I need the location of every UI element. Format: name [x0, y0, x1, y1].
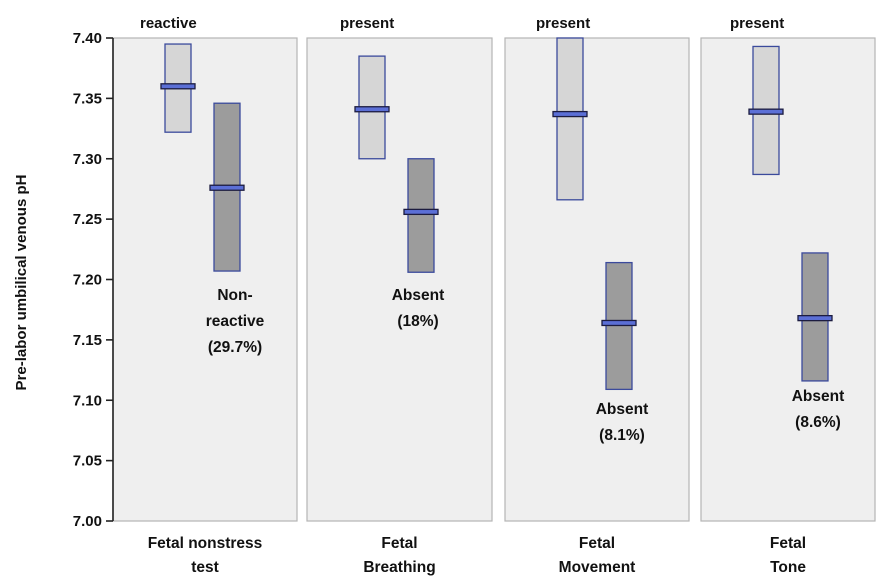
- median-line: [403, 208, 439, 216]
- median-line: [552, 110, 588, 118]
- panel-background: [112, 37, 298, 522]
- y-tick-label: 7.00: [73, 513, 102, 530]
- absent-group-label: Absent: [792, 388, 845, 405]
- absent-group-label: (18%): [397, 313, 438, 330]
- absent-group-label: (8.1%): [599, 427, 645, 444]
- interval-box: [407, 158, 435, 273]
- y-tick-label: 7.20: [73, 272, 102, 289]
- labels-layer: reactive Fetal nonstress test Non-reactive (…: [140, 15, 844, 576]
- absent-group-label: reactive: [206, 313, 265, 330]
- median-line: [601, 319, 637, 327]
- panel-name-label: Fetal nonstress: [148, 535, 263, 552]
- boxes-layer: [160, 37, 833, 391]
- panel-background: [504, 37, 690, 522]
- y-axis: 7.00 7.05 7.10 7.15 7.20 7.25 7.30 7.35 7.40 Pre-…: [13, 30, 114, 530]
- y-tick-label: 7.10: [73, 392, 102, 409]
- panel-name-label: Movement: [559, 559, 636, 576]
- y-tick-label: 7.40: [73, 30, 102, 47]
- absent-group-label: Absent: [596, 401, 649, 418]
- interval-box: [556, 37, 584, 201]
- y-tick-label: 7.35: [73, 90, 102, 107]
- panel-name-label: Fetal: [381, 535, 417, 552]
- absent-group-label: Absent: [392, 287, 445, 304]
- y-tick-label: 7.05: [73, 453, 102, 470]
- median-line: [209, 184, 245, 191]
- present-group-label: present: [730, 15, 784, 32]
- median-line: [160, 83, 196, 90]
- panel-background: [700, 37, 876, 522]
- present-group-label: present: [340, 15, 394, 32]
- y-tick-label: 7.15: [73, 332, 102, 349]
- absent-group-label: Non-: [217, 287, 252, 304]
- panel-name-label: test: [191, 559, 219, 576]
- y-tick-label: 7.25: [73, 211, 102, 228]
- panel-background: [306, 37, 493, 522]
- y-tick-label: 7.30: [73, 151, 102, 168]
- absent-group-label: (29.7%): [208, 339, 262, 356]
- present-group-label: reactive: [140, 15, 197, 32]
- median-line: [797, 314, 833, 322]
- panels-layer: [112, 37, 876, 522]
- median-line: [354, 106, 390, 113]
- panel-name-label: Breathing: [363, 559, 435, 576]
- panel-name-label: Fetal: [770, 535, 806, 552]
- absent-group-label: (8.6%): [795, 414, 841, 431]
- present-group-label: present: [536, 15, 590, 32]
- panel-name-label: Fetal: [579, 535, 615, 552]
- median-line: [748, 108, 784, 115]
- y-axis-label: Pre-labor umbilical venous pH: [13, 175, 30, 391]
- panel-name-label: Tone: [770, 559, 806, 576]
